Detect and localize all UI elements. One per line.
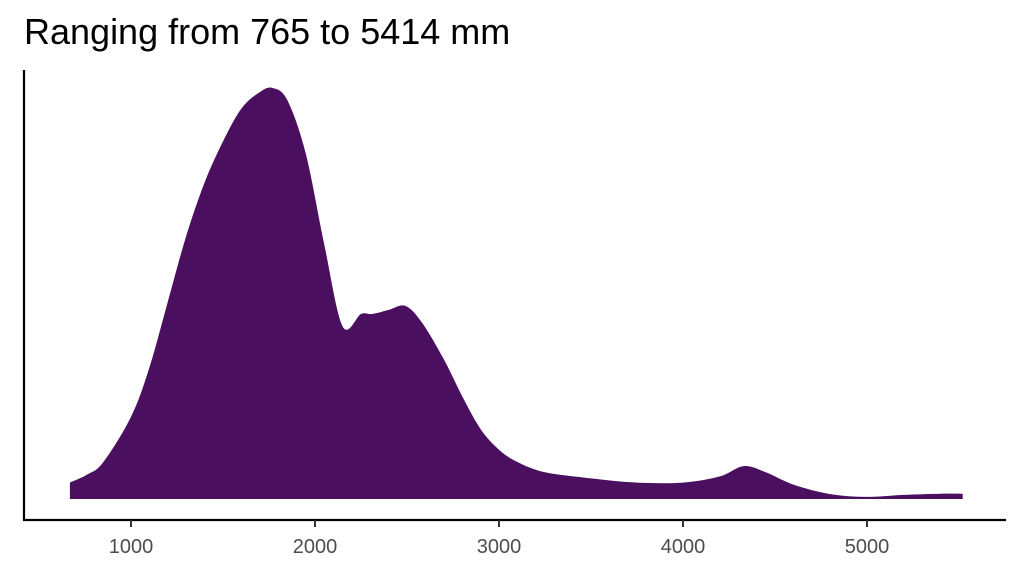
density-area bbox=[69, 87, 963, 500]
x-tick-label: 1000 bbox=[109, 536, 154, 558]
x-tick-label: 3000 bbox=[477, 536, 522, 558]
x-tick-label: 5000 bbox=[845, 536, 890, 558]
x-tick-label: 2000 bbox=[293, 536, 338, 558]
chart-title: Ranging from 765 to 5414 mm bbox=[24, 11, 511, 52]
x-axis-ticks: 1000 2000 3000 4000 5000 bbox=[109, 520, 890, 558]
x-tick-label: 4000 bbox=[661, 536, 706, 558]
